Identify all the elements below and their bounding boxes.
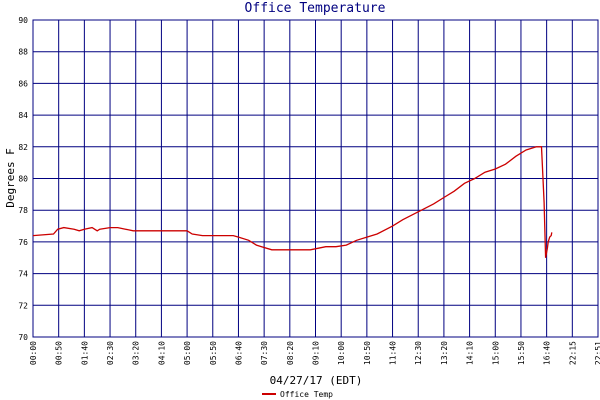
x-tick-label: 13:20 [440, 341, 449, 365]
plot-border [32, 19, 599, 338]
y-tick-label: 82 [18, 143, 28, 152]
legend-label: Office Temp [280, 390, 333, 399]
x-tick-label: 09:10 [312, 341, 321, 365]
x-axis-label: 04/27/17 (EDT) [270, 374, 363, 387]
series-line-office-temp [32, 146, 553, 258]
y-tick-label: 84 [18, 111, 28, 120]
x-axis-ticks: 00:00 00:50 01:40 02:30 03:20 04:10 05:00 05:50… [29, 341, 600, 365]
x-tick-label: 03:20 [132, 341, 141, 365]
x-tick-label: 00:50 [55, 341, 64, 365]
y-tick-label: 78 [18, 206, 28, 215]
y-tick-label: 70 [18, 333, 28, 342]
x-tick-label: 08:20 [286, 341, 295, 365]
x-tick-label: 22:51 [594, 341, 600, 365]
x-tick-label: 12:30 [414, 341, 423, 365]
y-tick-label: 90 [18, 16, 28, 25]
x-tick-label: 15:50 [517, 341, 526, 365]
x-tick-label: 00:00 [29, 341, 38, 365]
x-tick-label: 04:10 [157, 341, 166, 365]
x-tick-label: 11:40 [389, 341, 398, 365]
x-tick-label: 01:40 [80, 341, 89, 365]
y-tick-label: 76 [18, 238, 28, 247]
y-tick-label: 88 [18, 48, 28, 57]
x-tick-label: 05:00 [183, 341, 192, 365]
y-tick-label: 86 [18, 79, 28, 88]
x-tick-label: 02:30 [106, 341, 115, 365]
x-tick-label: 14:10 [466, 341, 475, 365]
x-tick-label: 06:40 [234, 341, 243, 365]
x-tick-label: 10:50 [363, 341, 372, 365]
legend: Office Temp [262, 390, 333, 399]
y-tick-label: 80 [18, 175, 28, 184]
x-tick-label: 22:15 [568, 341, 577, 365]
y-axis-ticks: 70 72 74 76 78 80 82 84 86 88 90 [18, 16, 28, 342]
x-tick-label: 10:00 [337, 341, 346, 365]
x-tick-label: 07:30 [260, 341, 269, 365]
y-tick-label: 72 [18, 301, 28, 310]
x-tick-label: 16:40 [543, 341, 552, 365]
y-axis-label: Degrees F [4, 148, 17, 208]
chart-title: Office Temperature [245, 1, 386, 16]
y-tick-label: 74 [18, 270, 28, 279]
x-tick-label: 15:00 [491, 341, 500, 365]
series-layer [32, 146, 553, 258]
x-tick-label: 05:50 [209, 341, 218, 365]
